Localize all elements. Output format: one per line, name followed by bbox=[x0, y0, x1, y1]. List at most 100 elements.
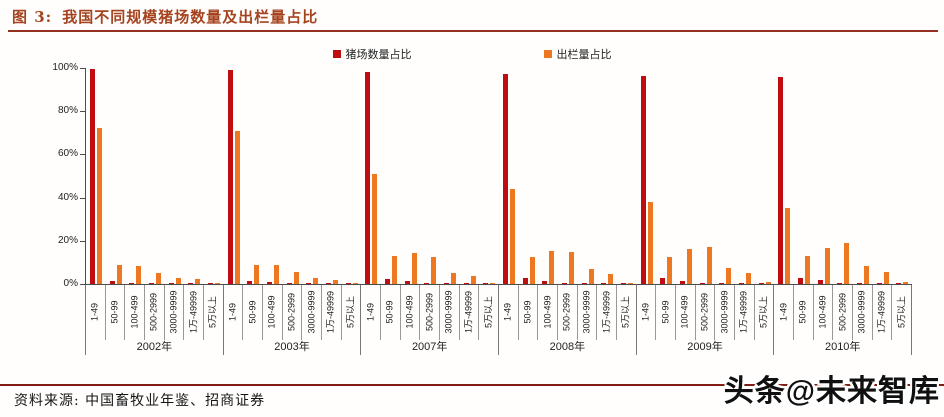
x-category-label-cell: 1万-49999 bbox=[322, 285, 342, 340]
y-tick-label: 60% bbox=[57, 148, 78, 160]
bar-farm-count-share bbox=[109, 281, 115, 284]
category-cell bbox=[283, 68, 303, 284]
x-category-label: 5万以上 bbox=[896, 295, 907, 329]
x-category-label: 3000-9999 bbox=[856, 290, 867, 334]
bar-slaughter-share bbox=[883, 272, 889, 284]
x-category-label-cell: 5万以上 bbox=[755, 285, 774, 340]
x-category-label-cell: 1-49 bbox=[774, 285, 795, 340]
bar-farm-count-share bbox=[345, 283, 351, 284]
chart-legend: 猪场数量占比 出栏量占比 bbox=[0, 46, 944, 62]
y-tick-mark bbox=[80, 284, 85, 285]
x-category-label: 1-49 bbox=[778, 302, 789, 322]
category-cell bbox=[145, 68, 165, 284]
bar-farm-count-share bbox=[404, 281, 410, 284]
y-tick-label: 0% bbox=[63, 278, 78, 289]
category-cell bbox=[361, 68, 381, 284]
x-category-label-cell: 3000-9999 bbox=[853, 285, 873, 340]
y-tick-label: 100% bbox=[52, 62, 78, 73]
bar-farm-count-share bbox=[207, 283, 213, 284]
bar-slaughter-share bbox=[332, 279, 338, 284]
bar-farm-count-share bbox=[896, 283, 902, 284]
bar-slaughter-share bbox=[254, 264, 260, 284]
bar-farm-count-share bbox=[601, 283, 607, 284]
category-cell bbox=[794, 68, 814, 284]
x-category-label-cell: 5万以上 bbox=[479, 285, 498, 340]
bar-slaughter-share bbox=[568, 251, 574, 284]
x-category-label: 50-99 bbox=[109, 300, 120, 324]
x-category-label-cell: 1-49 bbox=[224, 285, 244, 340]
category-cell bbox=[755, 68, 775, 284]
x-category-label: 3000-9999 bbox=[719, 290, 730, 334]
x-label-group: 1-49 50-99 100-499 500-2999 3000-9999 1万-4999… bbox=[361, 285, 500, 355]
bar-slaughter-share bbox=[195, 278, 201, 284]
x-category-label: 5万以上 bbox=[207, 295, 218, 329]
x-category-label-cell: 50-99 bbox=[794, 285, 814, 340]
category-cell bbox=[243, 68, 263, 284]
bar-slaughter-share bbox=[116, 264, 122, 284]
x-category-label: 500-2999 bbox=[561, 292, 572, 332]
x-category-label-cell: 100-499 bbox=[263, 285, 283, 340]
bar-slaughter-share bbox=[372, 173, 378, 284]
x-category-label-cell: 1-49 bbox=[86, 285, 106, 340]
category-cell bbox=[715, 68, 735, 284]
x-category-label: 100-499 bbox=[817, 295, 828, 329]
category-cell bbox=[814, 68, 834, 284]
x-category-label: 1-49 bbox=[227, 302, 238, 322]
bar-slaughter-share bbox=[627, 282, 633, 284]
x-category-label: 5万以上 bbox=[620, 295, 631, 329]
category-cell bbox=[558, 68, 578, 284]
x-category-label-cell: 500-2999 bbox=[833, 285, 854, 340]
bar-slaughter-share bbox=[313, 277, 319, 284]
bar-farm-count-share bbox=[542, 280, 548, 284]
bar-slaughter-share bbox=[293, 272, 299, 284]
bar-farm-count-share bbox=[817, 280, 823, 284]
x-category-label-cell: 500-2999 bbox=[283, 285, 303, 340]
category-cell bbox=[479, 68, 499, 284]
bar-farm-count-share bbox=[443, 283, 449, 284]
bar-farm-count-share bbox=[856, 283, 862, 284]
x-category-label: 1万-49999 bbox=[463, 290, 474, 334]
watermark: 头条@未来智库 bbox=[723, 375, 940, 408]
bar-farm-count-share bbox=[384, 278, 390, 284]
bar-slaughter-share bbox=[726, 267, 732, 284]
x-category-label: 1万-49999 bbox=[325, 290, 336, 334]
bar-group-2009年 bbox=[637, 68, 775, 284]
x-category-label: 5万以上 bbox=[483, 295, 494, 329]
bar-farm-count-share bbox=[247, 280, 253, 284]
category-cell bbox=[460, 68, 480, 284]
category-cell bbox=[833, 68, 853, 284]
category-cell bbox=[204, 68, 224, 284]
bar-farm-count-share bbox=[522, 277, 528, 284]
bar-slaughter-share bbox=[155, 273, 161, 284]
bar-slaughter-share bbox=[647, 201, 653, 284]
bottom-rule bbox=[0, 384, 944, 386]
bar-slaughter-share bbox=[706, 247, 712, 284]
x-category-label-cell: 1-49 bbox=[499, 285, 519, 340]
x-category-label: 5万以上 bbox=[345, 295, 356, 329]
category-cell bbox=[401, 68, 421, 284]
y-tick-label: 20% bbox=[57, 234, 78, 246]
bar-slaughter-share bbox=[273, 264, 279, 284]
category-cell bbox=[676, 68, 696, 284]
x-category-label-cell: 50-99 bbox=[381, 285, 401, 340]
x-category-label-cell: 5万以上 bbox=[342, 285, 361, 340]
bar-group-2010年 bbox=[774, 68, 912, 284]
figure-title-text: 我国不同规模猪场数量及出栏量占比 bbox=[62, 8, 319, 26]
bar-slaughter-share bbox=[96, 128, 102, 284]
x-category-label-cell: 1万-49999 bbox=[460, 285, 480, 340]
x-category-label: 50-99 bbox=[522, 300, 533, 324]
category-cell bbox=[165, 68, 185, 284]
x-category-label: 1万-49999 bbox=[601, 290, 612, 334]
bar-slaughter-share bbox=[352, 282, 358, 284]
bar-slaughter-share bbox=[903, 281, 909, 284]
legend-label-slaughter: 出栏量占比 bbox=[556, 49, 612, 61]
bar-farm-count-share bbox=[286, 283, 292, 284]
x-category-label-cell: 500-2999 bbox=[420, 285, 441, 340]
x-category-label-cell: 1-49 bbox=[637, 285, 657, 340]
y-tick-mark bbox=[80, 240, 85, 242]
bar-farm-count-share bbox=[424, 282, 430, 284]
bar-slaughter-share bbox=[431, 257, 437, 284]
category-cell bbox=[735, 68, 755, 284]
x-label-group: 1-49 50-99 100-499 500-2999 3000-9999 1万-4999… bbox=[499, 285, 637, 355]
bar-farm-count-share bbox=[660, 277, 666, 284]
